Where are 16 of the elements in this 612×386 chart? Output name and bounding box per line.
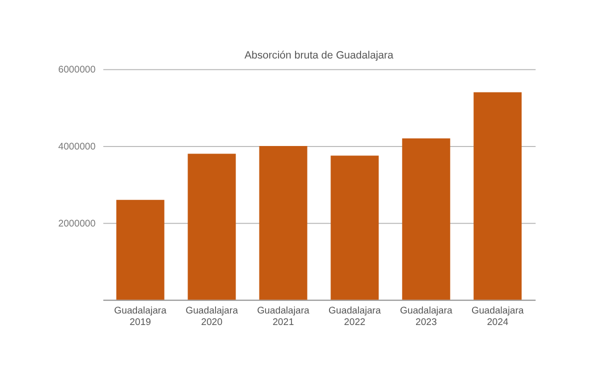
bar (188, 154, 236, 300)
y-tick-label: 2000000 (58, 218, 96, 230)
bar (259, 146, 308, 300)
x-tick-label: Guadalajara 2021 (257, 306, 310, 328)
x-tick-label: Guadalajara 2023 (400, 306, 453, 328)
x-tick-label: Guadalajara 2019 (114, 306, 168, 328)
x-tick-label: Guadalajara 2022 (328, 306, 382, 328)
x-tick-label: Guadalajara 2024 (471, 306, 524, 328)
bar (116, 200, 164, 300)
chart-title: Absorción bruta de Guadalajara (244, 50, 394, 62)
bar (474, 92, 522, 300)
y-tick-label: 4000000 (58, 141, 96, 152)
y-tick-label: 6000000 (58, 64, 96, 76)
bar (402, 138, 450, 300)
bar (330, 156, 379, 300)
x-tick-label: Guadalajara 2020 (186, 306, 239, 328)
